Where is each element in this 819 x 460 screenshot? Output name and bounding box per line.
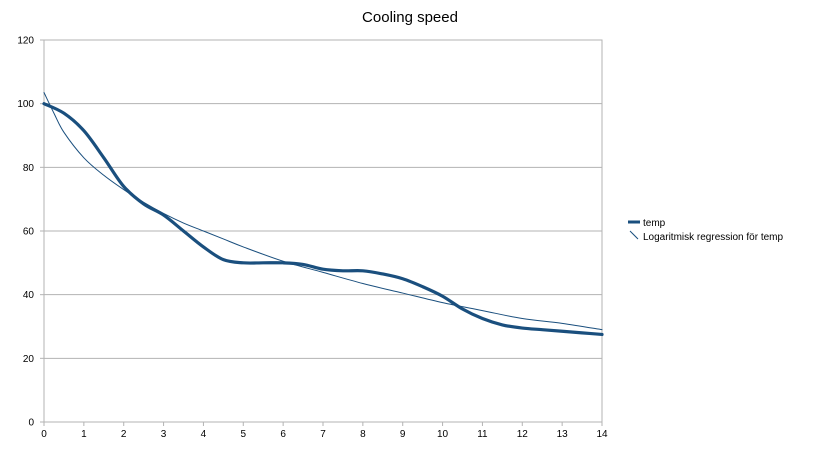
x-tick-label-1: 1 (81, 429, 87, 440)
x-axis-ticks: 0 1 2 3 4 5 6 7 8 9 10 11 12 13 14 (41, 422, 608, 440)
x-tick-label-7: 7 (320, 429, 326, 440)
y-tick-label-60: 60 (23, 227, 35, 238)
x-tick-label-14: 14 (596, 429, 608, 440)
x-tick-label-13: 13 (557, 429, 569, 440)
x-tick-label-11: 11 (477, 429, 488, 440)
x-tick-label-4: 4 (201, 429, 207, 440)
y-tick-label-100: 100 (17, 99, 34, 110)
y-tick-label-80: 80 (23, 163, 35, 174)
series-line-regression (43, 92, 603, 331)
y-tick-label-20: 20 (23, 354, 35, 365)
x-tick-label-5: 5 (241, 429, 247, 440)
y-tick-label-120: 120 (17, 36, 34, 47)
x-tick-label-9: 9 (400, 429, 406, 440)
grid (44, 39, 602, 423)
y-axis-ticks: 0 20 40 60 80 100 120 (17, 36, 44, 429)
x-tick-label-10: 10 (437, 429, 449, 440)
legend: temp Logaritmisk regression för temp (628, 218, 783, 243)
legend-swatch-regression (629, 230, 639, 240)
series-line-temp (42, 102, 604, 337)
chart-title: Cooling speed (362, 9, 458, 26)
legend-label-temp: temp (643, 218, 666, 229)
y-tick-label-0: 0 (28, 418, 34, 429)
series (42, 92, 604, 337)
x-tick-label-6: 6 (280, 429, 286, 440)
x-tick-label-3: 3 (161, 429, 167, 440)
legend-label-regression: Logaritmisk regression för temp (643, 232, 783, 243)
x-tick-label-2: 2 (121, 429, 127, 440)
x-tick-label-8: 8 (360, 429, 366, 440)
y-tick-label-40: 40 (23, 290, 35, 301)
x-tick-label-0: 0 (41, 429, 47, 440)
x-tick-label-12: 12 (517, 429, 529, 440)
